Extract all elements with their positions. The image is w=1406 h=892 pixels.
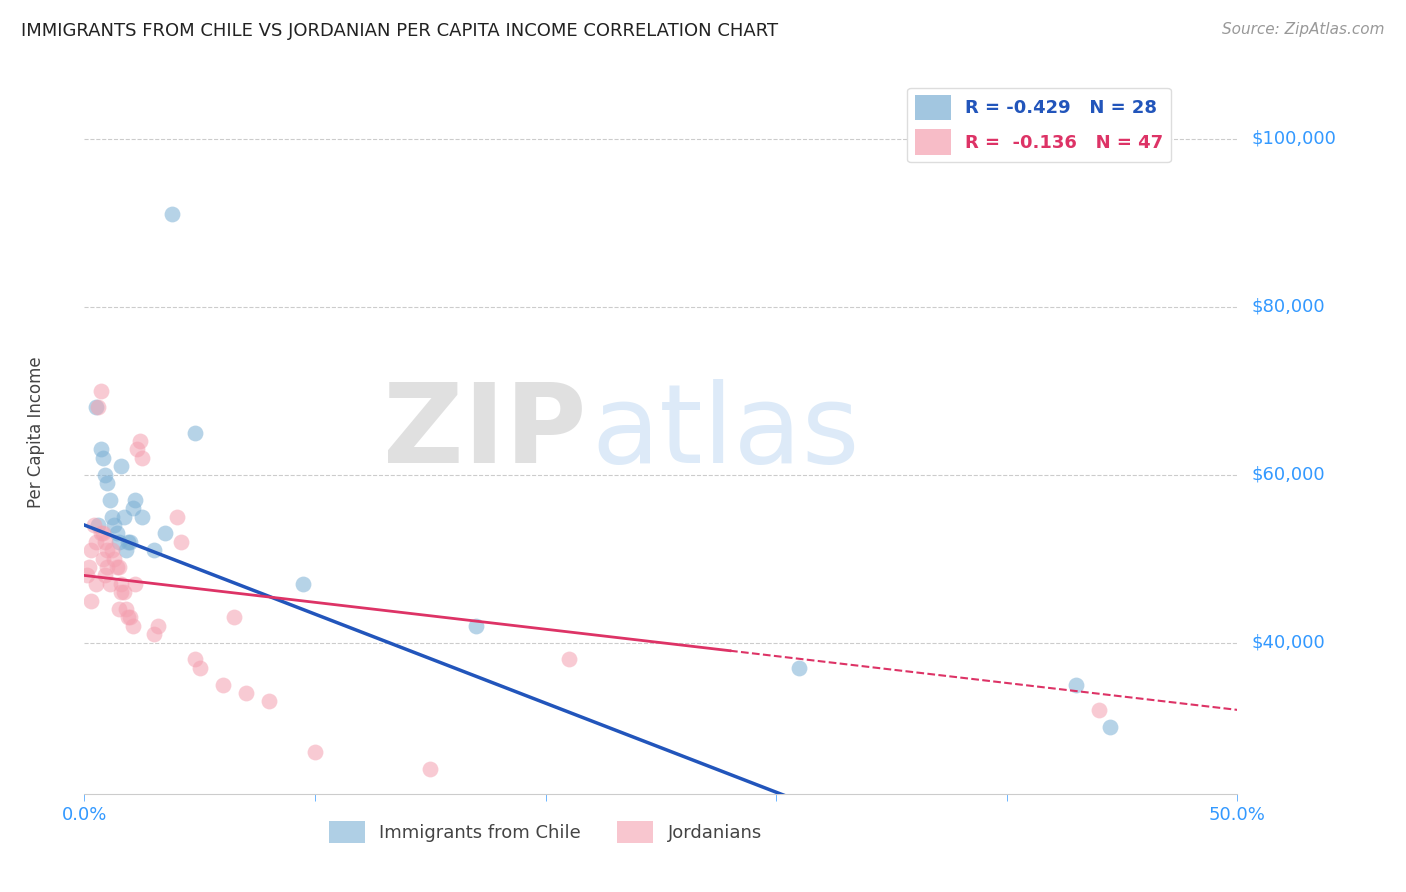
Point: [465, 619, 488, 633]
Point: [112, 509, 135, 524]
Point: [98, 492, 121, 507]
Point: [76, 568, 98, 582]
Point: [787, 661, 810, 675]
Point: [108, 560, 131, 574]
Point: [170, 534, 193, 549]
Point: [108, 534, 131, 549]
Point: [117, 534, 139, 549]
Point: [105, 560, 128, 574]
Point: [108, 602, 131, 616]
Point: [121, 501, 143, 516]
Legend: Immigrants from Chile, Jordanians: Immigrants from Chile, Jordanians: [322, 814, 769, 850]
Point: [96, 476, 118, 491]
Point: [160, 207, 183, 221]
Point: [101, 509, 124, 524]
Point: [103, 551, 125, 566]
Point: [91, 526, 114, 541]
Point: [101, 543, 124, 558]
Point: [77, 560, 100, 574]
Point: [557, 652, 579, 666]
Point: [110, 459, 132, 474]
Point: [103, 518, 125, 533]
Point: [98, 577, 121, 591]
Point: [235, 686, 257, 700]
Point: [115, 543, 138, 558]
Point: [94, 534, 117, 549]
Point: [96, 543, 118, 558]
Point: [83, 518, 105, 533]
Point: [87, 518, 110, 533]
Text: IMMIGRANTS FROM CHILE VS JORDANIAN PER CAPITA INCOME CORRELATION CHART: IMMIGRANTS FROM CHILE VS JORDANIAN PER C…: [21, 22, 778, 40]
Point: [292, 577, 315, 591]
Text: $60,000: $60,000: [1251, 466, 1324, 483]
Point: [211, 678, 233, 692]
Point: [1064, 678, 1087, 692]
Point: [131, 450, 153, 465]
Text: $40,000: $40,000: [1251, 633, 1324, 652]
Point: [128, 434, 150, 448]
Point: [142, 627, 165, 641]
Point: [124, 577, 146, 591]
Point: [153, 526, 176, 541]
Point: [91, 450, 114, 465]
Point: [184, 652, 207, 666]
Point: [184, 425, 207, 440]
Text: atlas: atlas: [592, 379, 860, 486]
Point: [89, 384, 111, 398]
Point: [257, 694, 280, 708]
Point: [188, 661, 211, 675]
Point: [80, 543, 103, 558]
Point: [105, 526, 128, 541]
Point: [96, 560, 118, 574]
Text: Source: ZipAtlas.com: Source: ZipAtlas.com: [1222, 22, 1385, 37]
Point: [120, 610, 142, 624]
Point: [124, 492, 146, 507]
Point: [84, 534, 107, 549]
Point: [127, 442, 149, 457]
Point: [87, 401, 110, 415]
Point: [94, 568, 117, 582]
Point: [131, 509, 153, 524]
Point: [1099, 720, 1122, 734]
Point: [91, 551, 114, 566]
Point: [121, 619, 143, 633]
Point: [142, 543, 165, 558]
Text: $100,000: $100,000: [1251, 129, 1336, 147]
Point: [224, 610, 246, 624]
Point: [110, 577, 132, 591]
Text: ZIP: ZIP: [382, 379, 586, 486]
Point: [84, 401, 107, 415]
Point: [146, 619, 169, 633]
Point: [89, 442, 111, 457]
Point: [166, 509, 188, 524]
Point: [84, 577, 107, 591]
Point: [1088, 703, 1111, 717]
Point: [112, 585, 135, 599]
Point: [117, 610, 139, 624]
Text: Per Capita Income: Per Capita Income: [27, 357, 45, 508]
Point: [304, 745, 326, 759]
Point: [120, 534, 142, 549]
Point: [110, 585, 132, 599]
Point: [89, 526, 111, 541]
Point: [80, 593, 103, 607]
Text: $80,000: $80,000: [1251, 298, 1324, 316]
Point: [115, 602, 138, 616]
Point: [94, 467, 117, 482]
Point: [419, 762, 441, 776]
